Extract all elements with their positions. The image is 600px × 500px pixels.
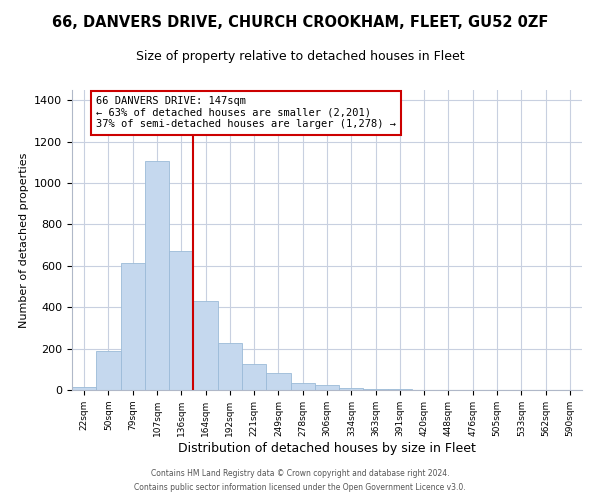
Bar	[218, 344, 242, 390]
Bar	[145, 162, 169, 390]
Text: 66 DANVERS DRIVE: 147sqm
← 63% of detached houses are smaller (2,201)
37% of sem: 66 DANVERS DRIVE: 147sqm ← 63% of detach…	[96, 96, 396, 130]
Text: Contains HM Land Registry data © Crown copyright and database right 2024.: Contains HM Land Registry data © Crown c…	[151, 468, 449, 477]
Text: Size of property relative to detached houses in Fleet: Size of property relative to detached ho…	[136, 50, 464, 63]
Bar	[121, 263, 145, 390]
Text: Contains public sector information licensed under the Open Government Licence v3: Contains public sector information licen…	[134, 484, 466, 492]
Text: 66, DANVERS DRIVE, CHURCH CROOKHAM, FLEET, GU52 0ZF: 66, DANVERS DRIVE, CHURCH CROOKHAM, FLEE…	[52, 15, 548, 30]
Bar	[242, 364, 266, 390]
Bar	[72, 387, 96, 390]
Bar	[315, 385, 339, 390]
X-axis label: Distribution of detached houses by size in Fleet: Distribution of detached houses by size …	[178, 442, 476, 454]
Bar	[169, 252, 193, 390]
Bar	[96, 350, 121, 390]
Bar	[388, 389, 412, 390]
Bar	[193, 301, 218, 390]
Bar	[339, 388, 364, 390]
Bar	[290, 383, 315, 390]
Bar	[266, 374, 290, 390]
Y-axis label: Number of detached properties: Number of detached properties	[19, 152, 29, 328]
Bar	[364, 389, 388, 390]
